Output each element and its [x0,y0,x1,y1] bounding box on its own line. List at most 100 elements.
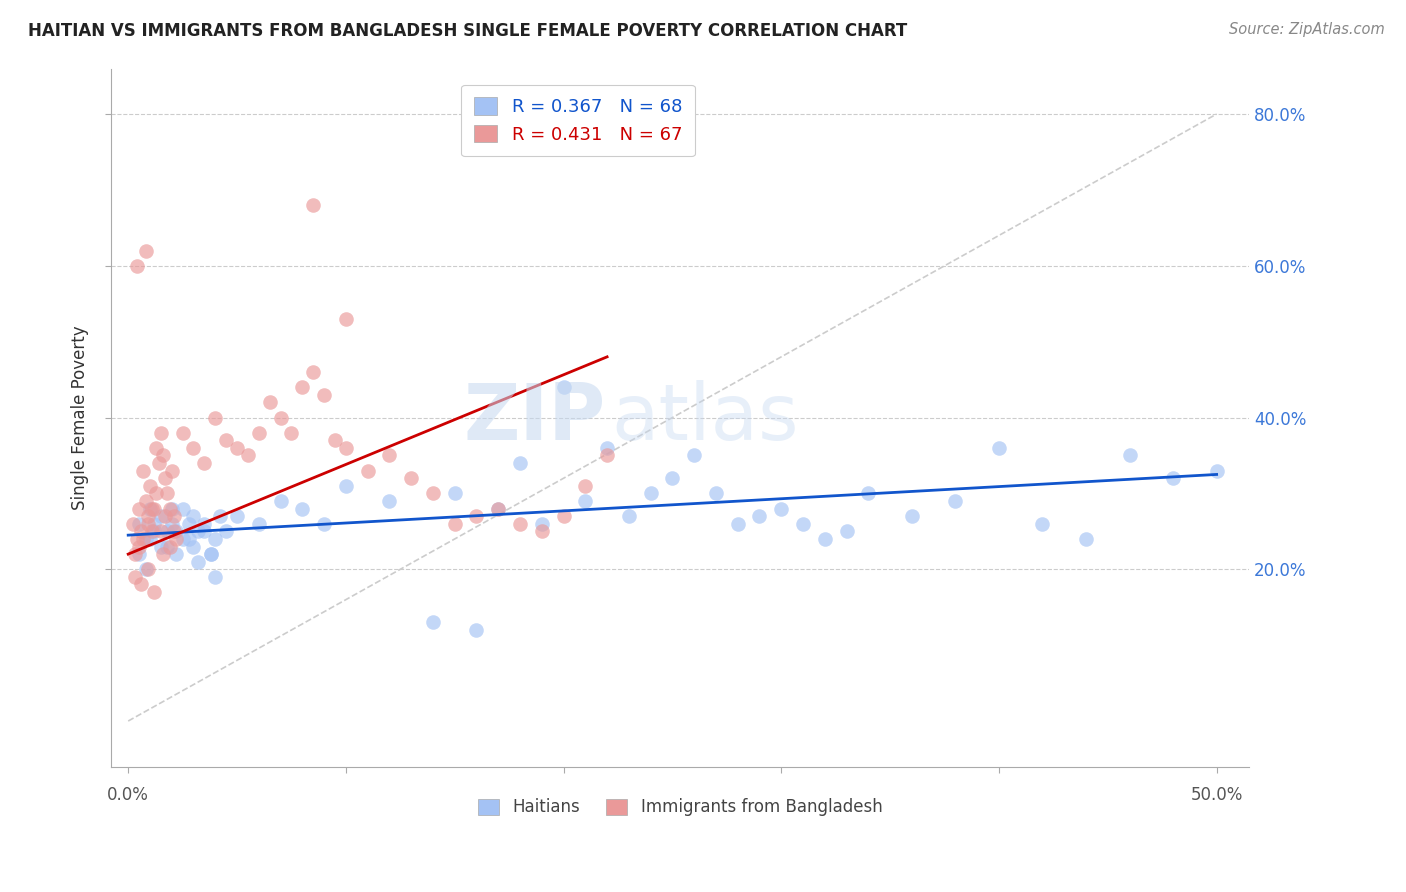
Point [139,532,162,546]
Point [422,615,444,630]
Text: Source: ZipAtlas.com: Source: ZipAtlas.com [1229,22,1385,37]
Point [553,380,575,394]
Point [596,449,619,463]
Point [145,441,167,455]
Text: HAITIAN VS IMMIGRANTS FROM BANGLADESH SINGLE FEMALE POVERTY CORRELATION CHART: HAITIAN VS IMMIGRANTS FROM BANGLADESH SI… [28,22,907,40]
Point [226,509,249,524]
Point [399,471,422,485]
Point [125,259,148,273]
Point [1031,516,1053,531]
Text: 50.0%: 50.0% [1191,786,1243,804]
Point [165,547,187,561]
Point [153,471,176,485]
Point [792,516,814,531]
Point [160,516,183,531]
Text: atlas: atlas [612,379,799,456]
Point [139,501,162,516]
Point [727,516,749,531]
Point [1118,449,1140,463]
Point [486,501,509,516]
Point [291,380,314,394]
Point [183,441,205,455]
Point [121,516,143,531]
Point [135,244,157,258]
Point [136,562,159,576]
Point [204,532,226,546]
Point [200,547,222,561]
Point [247,425,270,440]
Point [165,524,187,539]
Point [183,509,205,524]
Point [153,509,176,524]
Point [259,395,281,409]
Point [179,516,201,531]
Point [124,570,146,584]
Point [160,501,183,516]
Point [172,532,194,546]
Point [215,434,238,448]
Point [858,486,880,500]
Point [136,516,159,531]
Point [1161,471,1184,485]
Point [143,585,166,599]
Point [291,501,314,516]
Point [574,479,596,493]
Point [165,532,187,546]
Point [183,540,205,554]
Point [156,524,179,539]
Point [193,456,215,470]
Point [172,425,194,440]
Point [596,441,619,455]
Point [226,441,249,455]
Point [193,516,215,531]
Point [145,486,167,500]
Point [302,365,325,379]
Point [530,516,553,531]
Text: ZIP: ZIP [464,379,606,456]
Point [704,486,727,500]
Point [661,471,683,485]
Point [200,547,222,561]
Point [204,410,226,425]
Point [443,516,465,531]
Point [574,494,596,508]
Point [987,441,1010,455]
Point [314,388,336,402]
Point [247,516,270,531]
Point [443,486,465,500]
Point [152,547,174,561]
Point [901,509,924,524]
Point [509,516,531,531]
Point [160,464,183,478]
Point [163,524,186,539]
Point [125,532,148,546]
Point [128,540,150,554]
Text: 0.0%: 0.0% [107,786,149,804]
Point [945,494,967,508]
Point [132,464,155,478]
Point [156,540,179,554]
Point [270,494,292,508]
Legend: Haitians, Immigrants from Bangladesh: Haitians, Immigrants from Bangladesh [470,790,890,824]
Point [156,486,179,500]
Point [530,524,553,539]
Point [683,449,706,463]
Point [159,501,181,516]
Point [132,532,155,546]
Point [215,524,238,539]
Point [128,501,150,516]
Point [139,479,162,493]
Point [135,494,157,508]
Point [280,425,302,440]
Point [465,509,488,524]
Point [617,509,640,524]
Point [128,547,150,561]
Point [509,456,531,470]
Point [141,501,163,516]
Point [335,479,357,493]
Point [748,509,770,524]
Point [149,509,172,524]
Point [814,532,837,546]
Point [135,532,157,546]
Point [143,501,166,516]
